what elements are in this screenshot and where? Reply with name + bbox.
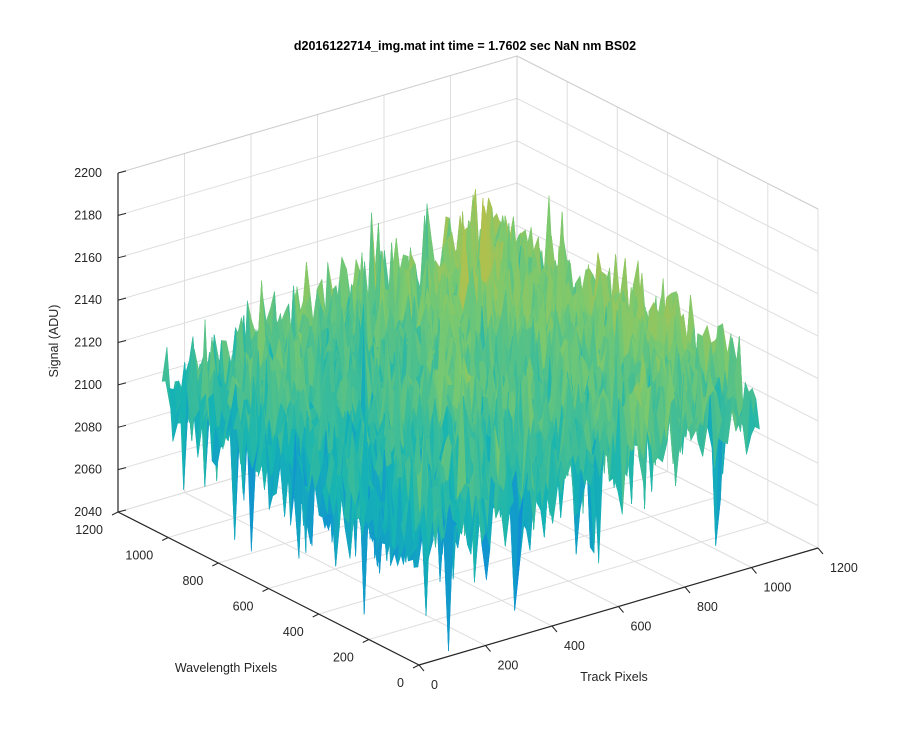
- back-wall-grid-line: [117, 97, 518, 216]
- box-edge: [516, 55, 819, 210]
- box-edge: [117, 55, 518, 174]
- floor-grid-line: [368, 522, 768, 640]
- side-wall-grid-line: [516, 182, 819, 337]
- surface-mesh: [161, 189, 760, 651]
- back-wall-grid-line: [117, 140, 518, 259]
- back-wall-grid-line: [117, 182, 518, 301]
- side-wall-grid-line: [516, 140, 819, 295]
- side-wall-grid-line: [516, 97, 819, 252]
